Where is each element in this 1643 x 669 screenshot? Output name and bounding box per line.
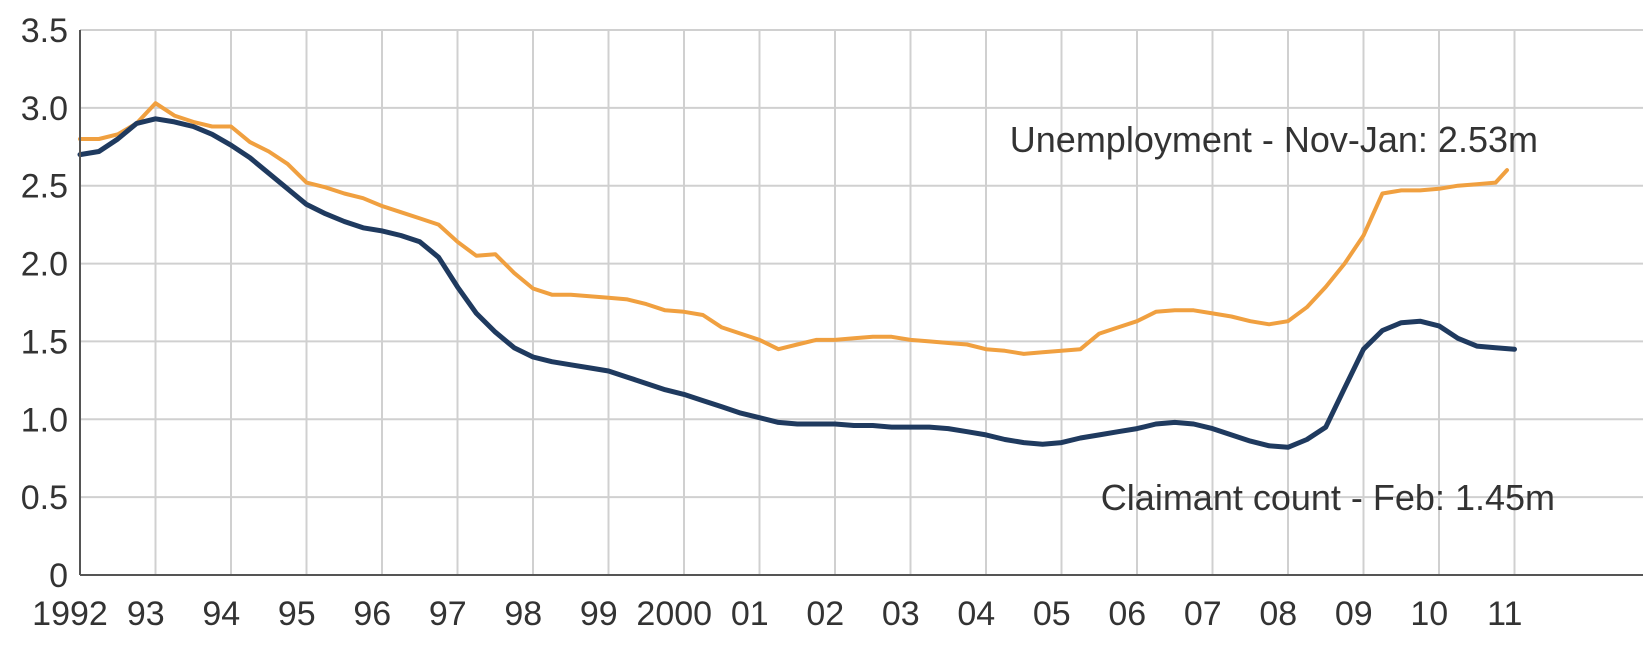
x-tick-label: 06 bbox=[1108, 595, 1146, 633]
x-tick-label: 05 bbox=[1033, 595, 1071, 633]
y-gridlines bbox=[80, 29, 1643, 576]
x-tick-label: 98 bbox=[504, 595, 542, 633]
x-tick-label: 03 bbox=[882, 595, 920, 633]
unemployment-points bbox=[79, 103, 1508, 354]
x-tick-label: 11 bbox=[1487, 595, 1522, 633]
y-axis-tick-labels: 0 0.5 1.0 1.5 2.0 2.5 3.0 3.5 bbox=[21, 12, 68, 595]
x-tick-label: 09 bbox=[1335, 595, 1373, 633]
x-tick-label: 96 bbox=[353, 595, 391, 633]
y-tick-label: 2.0 bbox=[21, 246, 68, 284]
x-tick-label: 93 bbox=[127, 595, 165, 633]
x-tick-label: 01 bbox=[731, 595, 769, 633]
x-tick-label: 07 bbox=[1184, 595, 1222, 633]
unemployment-annotation: Unemployment - Nov-Jan: 2.53m bbox=[1010, 119, 1538, 160]
x-axis-tick-labels: 1992 93 94 95 96 97 98 99 2000 01 02 03 04 05 06 07 08 09… bbox=[32, 595, 1522, 633]
y-tick-label: 0 bbox=[49, 557, 68, 595]
y-tick-label: 0.5 bbox=[21, 479, 68, 517]
x-tick-label: 97 bbox=[429, 595, 467, 633]
x-tick-label: 1992 bbox=[32, 595, 108, 633]
x-tick-label: 99 bbox=[580, 595, 618, 633]
x-tick-label: 04 bbox=[957, 595, 995, 633]
x-tick-label: 02 bbox=[806, 595, 844, 633]
y-tick-label: 1.0 bbox=[21, 401, 68, 439]
x-tick-label: 2000 bbox=[636, 595, 712, 633]
x-tick-label: 10 bbox=[1410, 595, 1448, 633]
y-tick-label: 1.5 bbox=[21, 323, 68, 361]
y-tick-label: 2.5 bbox=[21, 168, 68, 206]
y-tick-label: 3.0 bbox=[21, 90, 68, 128]
x-gridlines bbox=[154, 30, 1516, 575]
series-layer bbox=[77, 101, 1517, 450]
y-tick-label: 3.5 bbox=[21, 12, 68, 50]
claimant-points bbox=[79, 118, 1515, 448]
x-tick-label: 95 bbox=[278, 595, 316, 633]
claimant-annotation: Claimant count - Feb: 1.45m bbox=[1101, 477, 1555, 518]
x-tick-label: 94 bbox=[202, 595, 240, 633]
x-tick-label: 08 bbox=[1259, 595, 1297, 633]
